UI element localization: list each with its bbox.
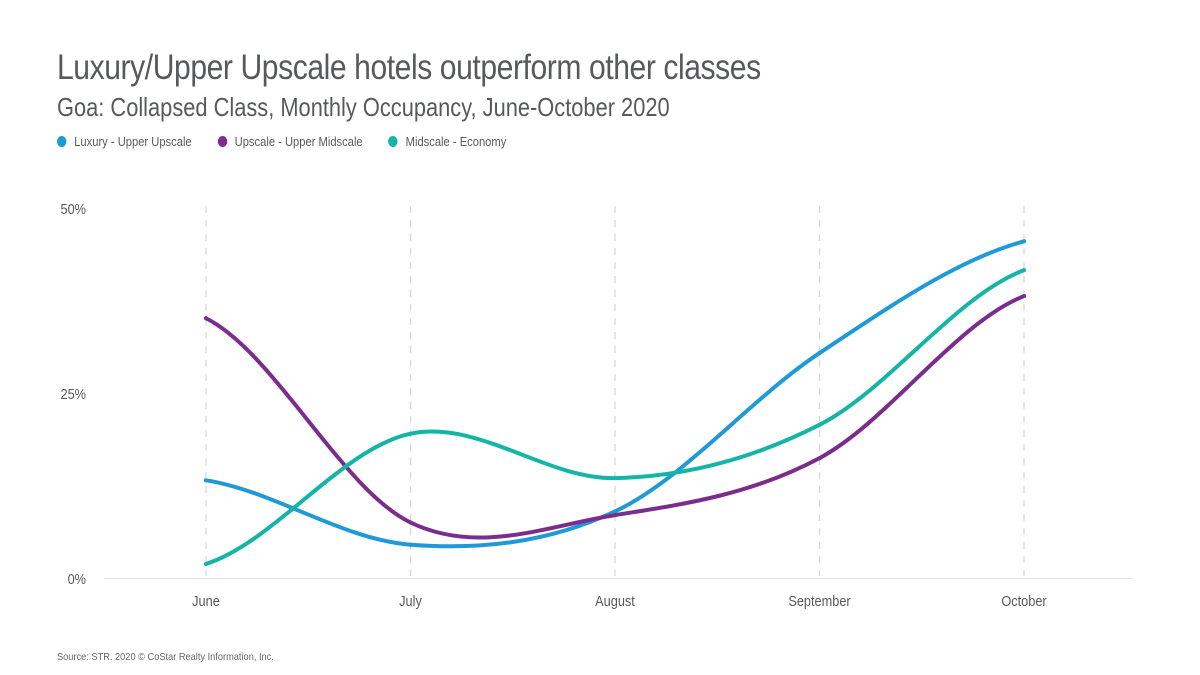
x-tick-label: June xyxy=(192,592,220,609)
data-point[interactable] xyxy=(1022,239,1026,244)
data-point[interactable] xyxy=(817,422,822,427)
data-point[interactable] xyxy=(613,509,617,514)
data-point[interactable] xyxy=(1022,294,1026,299)
legend-label-luxury: Luxury - Upper Upscale xyxy=(74,134,192,149)
x-tick-label: July xyxy=(399,592,422,609)
legend: Luxury - Upper Upscale Upscale - Upper M… xyxy=(57,134,532,149)
data-point[interactable] xyxy=(408,431,413,436)
y-tick-label: 25% xyxy=(60,385,86,402)
legend-label-midscale: Midscale - Economy xyxy=(405,134,507,149)
legend-swatch-midscale xyxy=(388,136,398,147)
x-axis: June July August September October xyxy=(192,592,1047,609)
x-tick-label: October xyxy=(1001,592,1047,609)
data-point[interactable] xyxy=(817,351,822,356)
series-line-luxury[interactable] xyxy=(204,239,1026,549)
data-point[interactable] xyxy=(613,476,617,481)
data-point[interactable] xyxy=(204,478,208,483)
chart-subtitle: Goa: Collapsed Class, Monthly Occupancy,… xyxy=(57,92,670,122)
y-axis: 0% 25% 50% xyxy=(60,200,86,587)
data-point[interactable] xyxy=(204,561,208,566)
chart-title: Luxury/Upper Upscale hotels outperform o… xyxy=(57,48,761,87)
data-point[interactable] xyxy=(817,456,822,461)
y-tick-label: 50% xyxy=(60,200,86,217)
legend-item-upscale[interactable]: Upscale - Upper Midscale xyxy=(217,134,363,149)
x-tick-label: September xyxy=(788,592,851,609)
y-tick-label: 0% xyxy=(68,570,86,587)
legend-swatch-luxury xyxy=(57,136,67,147)
legend-label-upscale: Upscale - Upper Midscale xyxy=(234,134,363,149)
legend-item-midscale[interactable]: Midscale - Economy xyxy=(388,134,506,149)
legend-swatch-upscale xyxy=(217,136,227,147)
data-point[interactable] xyxy=(613,513,617,518)
data-point[interactable] xyxy=(408,542,413,547)
data-point[interactable] xyxy=(204,316,208,321)
legend-item-luxury[interactable]: Luxury - Upper Upscale xyxy=(57,134,192,149)
data-point[interactable] xyxy=(1022,268,1026,273)
series-lines xyxy=(204,239,1026,566)
x-tick-label: August xyxy=(595,592,635,609)
data-point[interactable] xyxy=(408,520,413,525)
source-note: Source: STR. 2020 © CoStar Realty Inform… xyxy=(57,651,274,663)
